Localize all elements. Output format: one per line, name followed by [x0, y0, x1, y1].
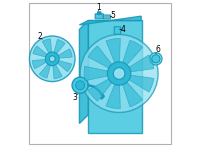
Wedge shape [57, 61, 72, 72]
Wedge shape [123, 82, 143, 107]
FancyBboxPatch shape [103, 15, 111, 19]
Text: 1: 1 [96, 2, 101, 12]
FancyBboxPatch shape [98, 12, 101, 15]
Circle shape [49, 56, 55, 62]
FancyBboxPatch shape [88, 20, 142, 133]
Polygon shape [79, 16, 141, 25]
Circle shape [29, 36, 75, 82]
Wedge shape [53, 65, 62, 79]
Text: 3: 3 [73, 93, 77, 102]
Wedge shape [42, 39, 52, 53]
FancyBboxPatch shape [95, 14, 103, 19]
Wedge shape [88, 79, 112, 101]
FancyBboxPatch shape [114, 27, 121, 34]
Circle shape [45, 52, 59, 66]
Circle shape [150, 53, 162, 65]
Circle shape [76, 81, 85, 90]
Wedge shape [39, 64, 50, 78]
Wedge shape [84, 66, 108, 81]
Wedge shape [123, 40, 143, 65]
Wedge shape [58, 49, 72, 58]
Circle shape [107, 62, 131, 85]
Wedge shape [32, 59, 46, 69]
Wedge shape [129, 55, 154, 72]
Wedge shape [88, 46, 112, 68]
Circle shape [113, 68, 125, 79]
Wedge shape [106, 84, 120, 108]
Polygon shape [79, 21, 88, 123]
Wedge shape [129, 75, 154, 92]
Text: 6: 6 [156, 45, 161, 54]
Text: 5: 5 [110, 11, 115, 20]
Text: 2: 2 [37, 31, 42, 41]
Text: 4: 4 [120, 25, 125, 34]
Wedge shape [54, 39, 65, 54]
FancyBboxPatch shape [29, 3, 171, 144]
Wedge shape [106, 39, 120, 63]
Circle shape [72, 77, 88, 93]
Circle shape [152, 55, 160, 63]
Circle shape [80, 35, 158, 112]
Wedge shape [33, 46, 47, 57]
